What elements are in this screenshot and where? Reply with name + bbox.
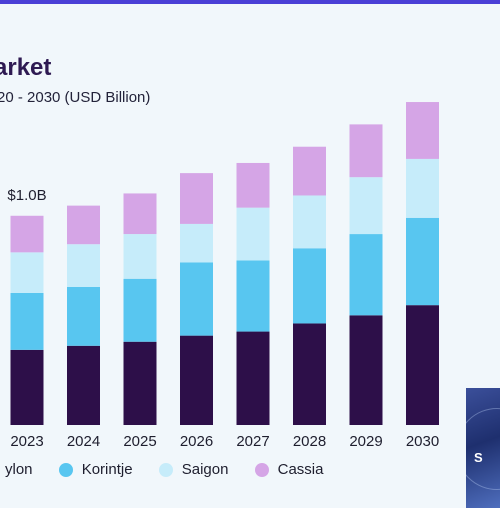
- bar-segment-saigon-2024: [67, 244, 100, 287]
- x-tick-label-2030: 2030: [406, 433, 439, 450]
- top-accent-band: [0, 0, 500, 4]
- bar-segment-ylon-2025: [123, 341, 157, 425]
- bar-segment-cassia-2030: [406, 102, 439, 159]
- chart-subtitle: 20 - 2030 (USD Billion): [0, 89, 151, 106]
- logo-text: S: [474, 450, 483, 465]
- x-tick-label-2023: 2023: [10, 433, 43, 450]
- legend-item-saigon: Saigon: [158, 461, 229, 478]
- bar-segment-cassia-2023: [10, 215, 44, 253]
- bar-segment-saigon-2029: [349, 177, 383, 235]
- legend-swatch-saigon: [158, 462, 173, 477]
- legend-label-saigon: Saigon: [181, 461, 229, 478]
- bar-segment-korintje-2024: [67, 286, 100, 346]
- legend-label-cassia: Cassia: [277, 461, 324, 478]
- bar-segment-korintje-2025: [123, 278, 157, 342]
- data-label-2023: $1.0B: [7, 187, 46, 204]
- bar-segment-saigon-2025: [123, 234, 157, 279]
- bar-segment-korintje-2029: [349, 234, 383, 316]
- bar-segment-ylon-2029: [349, 315, 383, 425]
- legend-label-ylon: ylon: [5, 461, 33, 478]
- bar-segment-ylon-2030: [406, 305, 439, 425]
- bar-segment-korintje-2026: [180, 262, 213, 336]
- legend-item-ylon: ylon: [0, 461, 33, 478]
- legend-swatch-cassia: [254, 462, 269, 477]
- bar-segment-ylon-2024: [67, 345, 100, 425]
- bar-segment-saigon-2027: [236, 207, 270, 261]
- bar-segment-saigon-2026: [180, 223, 213, 263]
- bar-segment-saigon-2030: [406, 158, 439, 218]
- x-tick-label-2029: 2029: [349, 433, 382, 450]
- bar-segment-ylon-2027: [236, 331, 270, 425]
- x-tick-label-2028: 2028: [293, 433, 326, 450]
- bar-segment-korintje-2023: [10, 292, 44, 350]
- chart-legend: ylon Korintje Saigon Cassia: [0, 461, 345, 481]
- bar-segment-cassia-2027: [236, 162, 270, 208]
- x-tick-label-2026: 2026: [180, 433, 213, 450]
- brand-logo: S: [466, 388, 500, 508]
- bar-segment-ylon-2026: [180, 335, 213, 425]
- bar-segment-saigon-2023: [10, 252, 44, 293]
- bar-segment-ylon-2023: [10, 349, 44, 425]
- bar-segment-cassia-2029: [349, 124, 383, 178]
- bar-segment-cassia-2028: [293, 146, 326, 196]
- legend-swatch-korintje: [58, 462, 73, 477]
- bar-segment-ylon-2028: [293, 323, 326, 425]
- bar-segment-cassia-2026: [180, 173, 213, 224]
- bar-segment-korintje-2027: [236, 260, 270, 332]
- bar-segment-cassia-2024: [67, 205, 100, 245]
- bar-segment-saigon-2028: [293, 195, 326, 249]
- bar-segment-cassia-2025: [123, 193, 157, 235]
- x-tick-label-2027: 2027: [236, 433, 269, 450]
- chart-title: arket: [0, 54, 52, 81]
- bar-segment-korintje-2028: [293, 248, 326, 324]
- x-tick-label-2025: 2025: [123, 433, 156, 450]
- x-tick-label-2024: 2024: [67, 433, 100, 450]
- legend-label-korintje: Korintje: [81, 461, 133, 478]
- legend-item-cassia: Cassia: [254, 461, 324, 478]
- legend-item-korintje: Korintje: [58, 461, 133, 478]
- bar-segment-korintje-2030: [406, 217, 439, 306]
